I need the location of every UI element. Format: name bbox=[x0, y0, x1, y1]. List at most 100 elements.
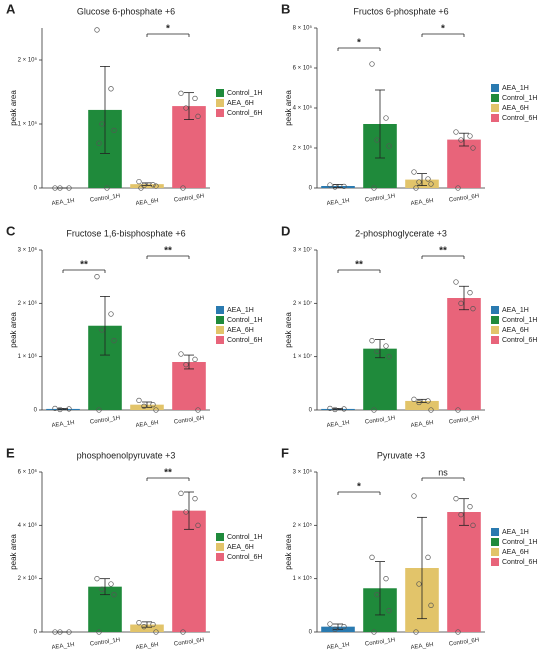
y-tick-label: 8 × 10⁵ bbox=[293, 25, 313, 32]
x-tick-label: Control_1H bbox=[365, 637, 396, 647]
error-bar bbox=[417, 516, 427, 620]
legend-label: AEA_1H bbox=[502, 85, 529, 92]
x-tick-label: AEA_1H bbox=[51, 642, 75, 651]
error-bar bbox=[184, 92, 194, 120]
data-point bbox=[99, 586, 105, 592]
y-tick-label: 0 bbox=[34, 630, 38, 636]
data-point bbox=[52, 629, 58, 635]
data-point bbox=[99, 121, 105, 127]
data-point bbox=[136, 178, 142, 185]
x-tick-label: AEA_6H bbox=[410, 420, 434, 429]
significance-label: ** bbox=[164, 246, 172, 257]
panel-letter: A bbox=[6, 1, 16, 16]
data-point bbox=[386, 143, 392, 149]
data-point bbox=[425, 176, 431, 182]
legend-swatch bbox=[491, 114, 499, 122]
legend-label: Control_1H bbox=[502, 95, 537, 102]
data-point bbox=[153, 629, 159, 635]
legend-swatch bbox=[216, 316, 224, 324]
y-tick-label: 3 × 10⁶ bbox=[18, 247, 38, 254]
legend-swatch bbox=[491, 316, 499, 324]
data-point bbox=[96, 140, 102, 146]
legend-swatch bbox=[216, 326, 224, 334]
data-point bbox=[341, 183, 347, 190]
x-tick-label: AEA_6H bbox=[410, 642, 434, 651]
legend-label: AEA_6H bbox=[227, 327, 254, 334]
significance-label: ** bbox=[80, 260, 88, 271]
data-point bbox=[183, 362, 189, 368]
error-bar bbox=[184, 354, 194, 370]
data-point bbox=[332, 184, 338, 190]
legend-label: Control_6H bbox=[502, 337, 537, 344]
bar bbox=[447, 139, 481, 188]
data-point bbox=[108, 311, 114, 317]
data-point bbox=[374, 592, 380, 598]
data-point bbox=[96, 407, 102, 413]
panel-letter: F bbox=[281, 445, 289, 460]
data-point bbox=[383, 115, 389, 121]
data-point bbox=[180, 629, 186, 635]
legend-label: Control_6H bbox=[227, 337, 262, 344]
error-bar bbox=[417, 173, 427, 187]
data-point bbox=[108, 581, 114, 587]
y-tick-label: 1 × 10⁵ bbox=[18, 121, 38, 128]
y-axis-label: peak area bbox=[284, 312, 293, 348]
legend-label: AEA_6H bbox=[502, 105, 529, 112]
chart-title: Pyruvate +3 bbox=[377, 450, 425, 460]
chart-title: Glucose 6-phosphate +6 bbox=[77, 6, 175, 16]
data-point bbox=[150, 621, 156, 628]
data-point bbox=[425, 554, 431, 560]
panel: A Glucose 6-phosphate +6 peak area 0 1 × 10⁵… bbox=[6, 1, 262, 207]
x-tick-label: AEA_1H bbox=[51, 420, 75, 429]
chart-title: Fructos 6-phosphate +6 bbox=[353, 6, 448, 16]
x-tick-label: AEA_1H bbox=[326, 420, 350, 429]
y-tick-label: 2 × 10⁵ bbox=[293, 145, 313, 152]
legend-swatch bbox=[216, 553, 224, 561]
data-point bbox=[66, 185, 72, 191]
legend-swatch bbox=[491, 94, 499, 102]
legend-label: Control_1H bbox=[227, 534, 262, 541]
data-point bbox=[453, 496, 459, 502]
error-bar bbox=[375, 89, 385, 159]
panel: C Fructose 1,6-bisphosphate +6 peak area 0 1… bbox=[6, 223, 262, 429]
significance-label: * bbox=[441, 24, 445, 35]
error-bar bbox=[375, 561, 385, 616]
error-bar bbox=[459, 498, 469, 526]
y-tick-label: 6 × 10⁶ bbox=[18, 469, 38, 476]
bar bbox=[405, 400, 439, 410]
legend-swatch bbox=[491, 336, 499, 344]
data-point bbox=[108, 86, 114, 92]
error-bar bbox=[375, 339, 385, 359]
y-axis-label: peak area bbox=[9, 534, 18, 570]
x-tick-label: Control_6H bbox=[449, 415, 480, 425]
y-tick-label: 1 × 10⁷ bbox=[293, 353, 312, 360]
legend-swatch bbox=[216, 109, 224, 117]
error-bar bbox=[459, 285, 469, 311]
error-bar bbox=[333, 623, 343, 630]
significance-label: ** bbox=[439, 246, 447, 257]
chart-title: Fructose 1,6-bisphosphate +6 bbox=[66, 228, 185, 238]
legend-label: Control_6H bbox=[502, 115, 537, 122]
x-tick-label: AEA_6H bbox=[410, 198, 434, 207]
legend-swatch bbox=[491, 104, 499, 112]
error-bar bbox=[184, 491, 194, 530]
data-point bbox=[94, 274, 100, 280]
legend-label: Control_6H bbox=[502, 559, 537, 566]
data-point bbox=[455, 185, 461, 191]
significance-label: ** bbox=[355, 260, 363, 271]
legend-swatch bbox=[216, 99, 224, 107]
legend-swatch bbox=[491, 538, 499, 546]
bar bbox=[363, 348, 397, 410]
data-point bbox=[99, 327, 105, 333]
data-point bbox=[57, 406, 63, 413]
data-point bbox=[192, 356, 198, 362]
data-point bbox=[383, 576, 389, 582]
data-point bbox=[386, 608, 392, 614]
legend-label: Control_1H bbox=[227, 90, 262, 97]
legend-swatch bbox=[216, 543, 224, 551]
error-bar bbox=[333, 407, 343, 410]
x-tick-label: Control_6H bbox=[174, 415, 205, 425]
x-tick-label: Control_1H bbox=[365, 193, 396, 203]
data-point bbox=[383, 343, 389, 349]
x-tick-label: Control_6H bbox=[449, 637, 480, 647]
